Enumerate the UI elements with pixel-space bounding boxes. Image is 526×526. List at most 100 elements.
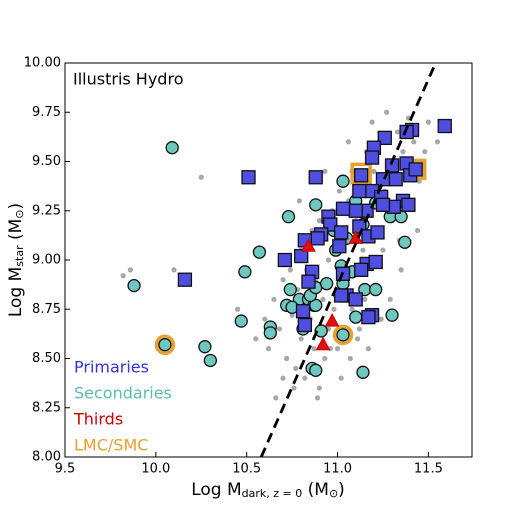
plot-marks	[120, 109, 452, 401]
background-point	[284, 355, 290, 362]
secondary-point	[198, 340, 212, 354]
y-tick-label: 8.00	[32, 450, 61, 465]
x-label-main: Log M	[191, 480, 241, 500]
primary-point	[348, 292, 363, 307]
fit-line	[259, 62, 437, 458]
primary-point	[361, 309, 376, 325]
background-point	[320, 296, 326, 302]
primary-point	[437, 118, 452, 134]
primary-point	[241, 170, 256, 185]
primary-point	[408, 162, 423, 177]
y-label-unit-sub: ⊙	[13, 209, 26, 218]
background-point	[380, 247, 386, 253]
x-label-close: )	[338, 480, 345, 500]
background-point	[345, 139, 352, 145]
background-point	[280, 375, 286, 381]
background-point	[302, 375, 308, 381]
legend-label: Secondaries	[74, 384, 172, 403]
background-point	[360, 247, 366, 253]
primary-point	[310, 231, 325, 246]
x-label-unit-sub: ⊙	[329, 487, 338, 500]
third-point	[301, 238, 316, 252]
primary-point	[375, 197, 391, 212]
background-point	[322, 355, 328, 362]
background-point	[262, 316, 268, 322]
background-point	[316, 385, 322, 391]
primary-point	[297, 317, 312, 333]
x-label-unit: (M	[302, 480, 329, 500]
background-point	[362, 296, 368, 302]
secondary-point	[385, 308, 399, 322]
primary-point	[370, 225, 385, 240]
background-point	[171, 267, 177, 273]
primary-point	[388, 172, 403, 187]
primary-point	[334, 288, 349, 303]
background-point	[338, 375, 344, 381]
background-point	[273, 395, 279, 401]
secondary-point	[281, 210, 296, 224]
primary-point	[354, 262, 369, 278]
y-tick-label: 9.00	[32, 253, 61, 268]
annotation: Illustris Hydro	[73, 70, 183, 89]
x-tick-label: 11.5	[414, 462, 443, 477]
background-point	[291, 385, 297, 391]
primary-point	[335, 201, 351, 216]
primary-point	[368, 254, 383, 270]
x-tick-label: 10.0	[141, 462, 170, 477]
background-point	[425, 119, 431, 125]
background-point	[371, 168, 377, 174]
background-point	[287, 267, 293, 273]
secondary-point	[309, 198, 323, 212]
background-point	[280, 277, 286, 283]
secondary-point	[165, 141, 179, 155]
background-point	[271, 296, 277, 302]
secondary-point	[349, 310, 363, 324]
y-tick-label: 10.00	[24, 56, 61, 71]
background-point	[336, 188, 342, 194]
secondary-point	[234, 314, 248, 328]
background-point	[369, 119, 375, 125]
background-point	[378, 316, 384, 322]
secondary-point	[158, 338, 172, 352]
background-point	[127, 267, 134, 273]
y-label-close: )	[6, 203, 26, 210]
x-tick-label: 11.0	[323, 462, 352, 477]
background-point	[289, 312, 295, 318]
background-point	[198, 174, 204, 180]
y-axis-label: Log Mstar (M⊙)	[6, 203, 26, 317]
secondary-point	[336, 328, 350, 342]
secondary-point	[252, 245, 267, 259]
background-point	[265, 346, 272, 352]
background-point	[411, 139, 417, 145]
third-point	[324, 313, 340, 327]
primary-point	[334, 225, 349, 240]
secondary-point	[398, 235, 412, 249]
primary-point	[377, 130, 392, 146]
background-point	[293, 365, 299, 371]
secondary-point	[127, 278, 141, 293]
background-point	[331, 306, 337, 312]
background-point	[298, 336, 304, 342]
background-point	[384, 109, 390, 115]
x-tick-label: 10.5	[232, 462, 261, 477]
y-tick-label: 8.75	[32, 302, 61, 317]
x-tick-label: 9.5	[55, 462, 76, 477]
third-point	[315, 336, 331, 351]
background-point	[422, 149, 428, 155]
primary-point	[177, 272, 193, 287]
y-label-main: Log M	[6, 267, 26, 317]
y-tick-label: 9.75	[32, 105, 61, 120]
background-point	[400, 149, 406, 155]
background-point	[414, 227, 421, 234]
secondary-point	[356, 365, 370, 379]
secondary-point	[263, 326, 277, 340]
secondary-point	[319, 276, 334, 291]
lmc-smc-marker	[154, 334, 176, 355]
primary-point	[277, 252, 293, 268]
background-point	[349, 306, 355, 312]
y-tick-label: 8.50	[32, 351, 61, 366]
background-point	[394, 129, 401, 135]
primary-point	[348, 203, 363, 218]
primary-point	[295, 304, 311, 319]
secondary-point	[203, 353, 218, 368]
